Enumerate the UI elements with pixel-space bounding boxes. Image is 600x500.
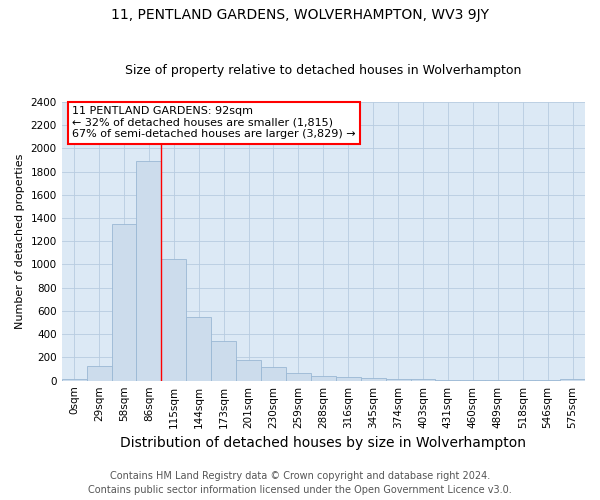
Bar [361,378,386,380]
Text: 11 PENTLAND GARDENS: 92sqm
← 32% of detached houses are smaller (1,815)
67% of s: 11 PENTLAND GARDENS: 92sqm ← 32% of deta… [72,106,356,139]
Title: Size of property relative to detached houses in Wolverhampton: Size of property relative to detached ho… [125,64,521,77]
Y-axis label: Number of detached properties: Number of detached properties [15,154,25,329]
Bar [386,378,410,380]
Bar [86,366,112,380]
Bar [186,317,211,380]
Bar [161,259,186,380]
Text: 11, PENTLAND GARDENS, WOLVERHAMPTON, WV3 9JY: 11, PENTLAND GARDENS, WOLVERHAMPTON, WV3… [111,8,489,22]
X-axis label: Distribution of detached houses by size in Wolverhampton: Distribution of detached houses by size … [121,436,526,450]
Bar [336,377,361,380]
Bar [211,341,236,380]
Bar [261,368,286,380]
Bar [62,378,86,380]
Bar [286,373,311,380]
Bar [560,378,585,380]
Bar [311,376,336,380]
Bar [136,161,161,380]
Bar [236,360,261,380]
Text: Contains HM Land Registry data © Crown copyright and database right 2024.
Contai: Contains HM Land Registry data © Crown c… [88,471,512,495]
Bar [112,224,136,380]
